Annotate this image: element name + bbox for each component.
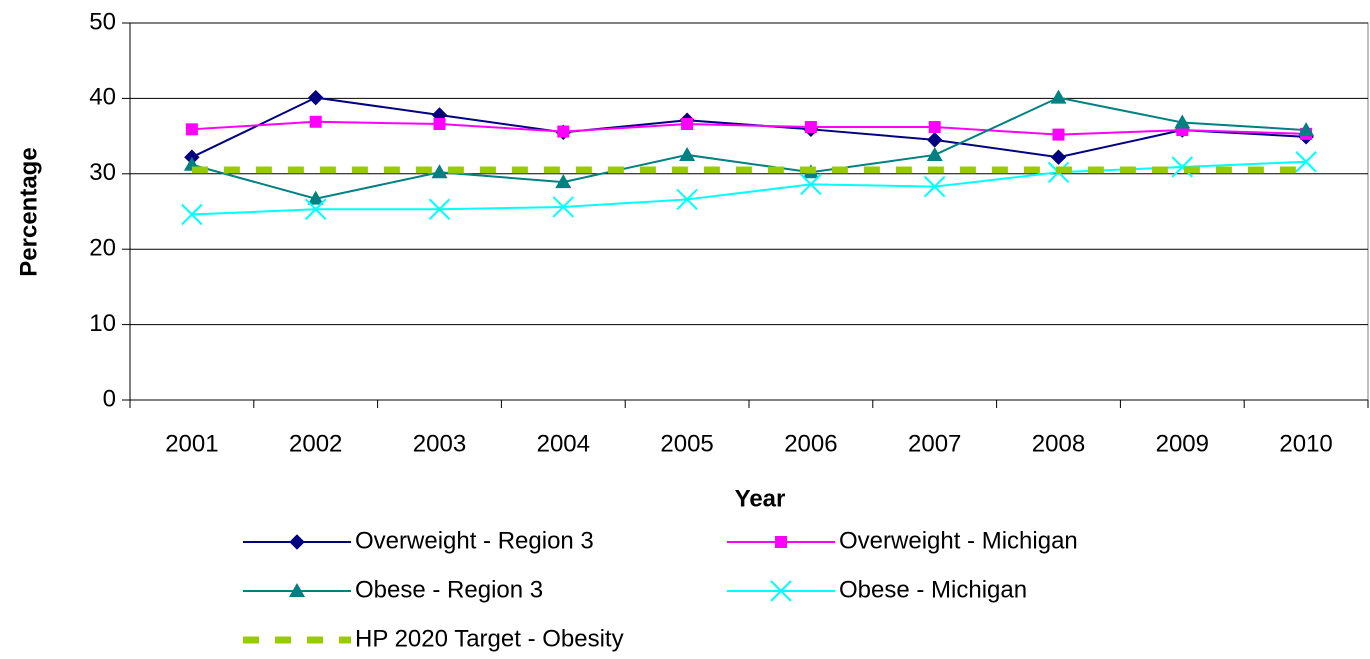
series-line xyxy=(191,96,1307,200)
marker xyxy=(307,89,324,106)
marker xyxy=(557,125,570,138)
marker xyxy=(1171,156,1194,178)
marker xyxy=(552,196,575,218)
x-tick-label: 2001 xyxy=(165,430,218,457)
marker xyxy=(181,203,203,226)
plot-area xyxy=(129,22,1369,401)
marker xyxy=(1295,151,1317,173)
y-tick-label: 40 xyxy=(89,84,116,111)
x-tick-label: 2003 xyxy=(413,430,466,457)
marker xyxy=(433,118,446,131)
legend-marker xyxy=(775,536,787,548)
legend-label: HP 2020 Target - Obesity xyxy=(355,625,624,652)
series-line xyxy=(191,120,1307,136)
y-tick-label: 50 xyxy=(89,8,116,35)
marker xyxy=(307,190,324,205)
marker xyxy=(1174,114,1191,129)
legend-label: Obese - Michigan xyxy=(839,576,1027,603)
marker xyxy=(1050,89,1067,104)
marker xyxy=(923,175,946,198)
x-tick-label: 2004 xyxy=(537,430,590,457)
marker xyxy=(428,198,451,220)
marker xyxy=(1176,124,1189,137)
marker xyxy=(681,118,694,131)
marker xyxy=(1052,128,1065,141)
marker xyxy=(555,174,572,189)
marker xyxy=(926,132,943,148)
legend-marker xyxy=(289,534,305,550)
marker xyxy=(431,164,448,179)
y-tick-label: 0 xyxy=(103,385,116,412)
legend-marker xyxy=(770,580,792,602)
y-tick-label: 30 xyxy=(89,159,116,186)
x-tick-label: 2006 xyxy=(784,430,837,457)
x-tick-label: 2010 xyxy=(1279,430,1332,457)
marker xyxy=(926,146,943,161)
marker xyxy=(1298,122,1315,137)
x-tick-label: 2009 xyxy=(1156,430,1209,457)
marker xyxy=(185,123,198,136)
y-tick-label: 10 xyxy=(89,310,116,337)
x-tick-label: 2002 xyxy=(289,430,342,457)
marker xyxy=(676,188,698,211)
x-tick-label: 2005 xyxy=(660,430,713,457)
y-tick-label: 20 xyxy=(89,235,116,262)
x-tick-label: 2007 xyxy=(908,430,961,457)
marker xyxy=(928,121,941,134)
legend-label: Obese - Region 3 xyxy=(355,576,543,603)
marker xyxy=(800,173,822,196)
marker xyxy=(804,121,817,134)
x-tick-label: 2008 xyxy=(1032,430,1085,457)
y-axis-title: Percentage xyxy=(15,147,42,276)
legend-label: Overweight - Michigan xyxy=(839,527,1078,554)
marker xyxy=(1050,149,1067,165)
marker xyxy=(679,146,696,161)
marker xyxy=(304,198,327,220)
legend-label: Overweight - Region 3 xyxy=(355,527,594,554)
marker xyxy=(309,115,322,128)
legend-marker xyxy=(289,583,305,597)
x-axis-title: Year xyxy=(735,485,786,512)
